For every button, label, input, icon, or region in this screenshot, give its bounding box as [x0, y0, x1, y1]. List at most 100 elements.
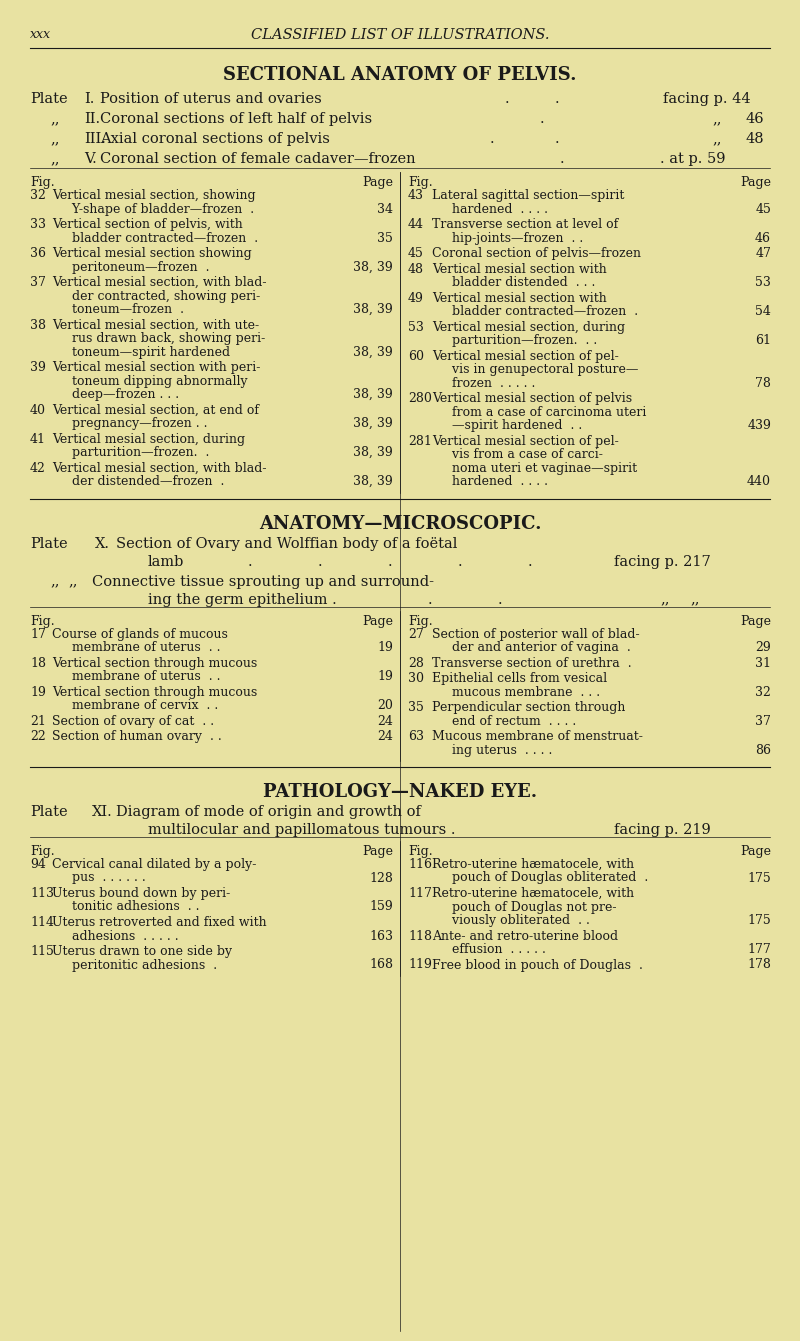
- Text: facing p. 44: facing p. 44: [663, 93, 750, 106]
- Text: Fig.: Fig.: [408, 614, 433, 628]
- Text: frozen  . . . . .: frozen . . . . .: [432, 377, 535, 389]
- Text: 41: 41: [30, 433, 46, 445]
- Text: Section of ovary of cat  . .: Section of ovary of cat . .: [52, 715, 214, 728]
- Text: effusion  . . . . .: effusion . . . . .: [432, 943, 546, 956]
- Text: Vertical mesial section showing: Vertical mesial section showing: [52, 247, 252, 260]
- Text: Fig.: Fig.: [30, 614, 54, 628]
- Text: .: .: [498, 593, 502, 606]
- Text: Vertical mesial section, with blad-: Vertical mesial section, with blad-: [52, 461, 266, 475]
- Text: bladder contracted—frozen  .: bladder contracted—frozen .: [52, 232, 258, 244]
- Text: 61: 61: [755, 334, 771, 347]
- Text: 45: 45: [408, 247, 424, 260]
- Text: ,,: ,,: [712, 131, 722, 146]
- Text: 38, 39: 38, 39: [354, 417, 393, 430]
- Text: 440: 440: [747, 475, 771, 488]
- Text: 42: 42: [30, 461, 46, 475]
- Text: Uterus drawn to one side by: Uterus drawn to one side by: [52, 945, 232, 957]
- Text: Transverse section of urethra  .: Transverse section of urethra .: [432, 657, 632, 669]
- Text: ANATOMY—MICROSCOPIC.: ANATOMY—MICROSCOPIC.: [258, 515, 542, 532]
- Text: 24: 24: [377, 730, 393, 743]
- Text: Plate: Plate: [30, 805, 68, 819]
- Text: Vertical mesial section with peri-: Vertical mesial section with peri-: [52, 361, 260, 374]
- Text: Vertical section through mucous: Vertical section through mucous: [52, 685, 258, 699]
- Text: 47: 47: [755, 247, 771, 260]
- Text: Fig.: Fig.: [30, 845, 54, 858]
- Text: 159: 159: [370, 901, 393, 913]
- Text: 24: 24: [377, 715, 393, 728]
- Text: .: .: [540, 113, 545, 126]
- Text: Fig.: Fig.: [30, 176, 54, 189]
- Text: membrane of cervix  . .: membrane of cervix . .: [52, 699, 218, 712]
- Text: .: .: [505, 93, 510, 106]
- Text: 175: 175: [747, 872, 771, 885]
- Text: Retro-uterine hæmatocele, with: Retro-uterine hæmatocele, with: [432, 886, 634, 900]
- Text: Page: Page: [740, 845, 771, 858]
- Text: 40: 40: [30, 404, 46, 417]
- Text: toneum—frozen  .: toneum—frozen .: [52, 303, 184, 316]
- Text: membrane of uterus  . .: membrane of uterus . .: [52, 641, 221, 654]
- Text: 45: 45: [755, 202, 771, 216]
- Text: Vertical mesial section, with blad-: Vertical mesial section, with blad-: [52, 276, 266, 290]
- Text: hardened  . . . .: hardened . . . .: [432, 202, 548, 216]
- Text: bladder contracted—frozen  .: bladder contracted—frozen .: [432, 304, 638, 318]
- Text: 17: 17: [30, 628, 46, 641]
- Text: Cervical canal dilated by a poly-: Cervical canal dilated by a poly-: [52, 858, 256, 872]
- Text: 35: 35: [377, 232, 393, 244]
- Text: Y-shape of bladder—frozen  .: Y-shape of bladder—frozen .: [52, 202, 254, 216]
- Text: .: .: [528, 554, 533, 569]
- Text: Vertical mesial section, during: Vertical mesial section, during: [52, 433, 245, 445]
- Text: 168: 168: [369, 959, 393, 971]
- Text: 19: 19: [377, 641, 393, 654]
- Text: lamb: lamb: [148, 554, 184, 569]
- Text: 119: 119: [408, 959, 432, 971]
- Text: 46: 46: [755, 232, 771, 244]
- Text: 63: 63: [408, 730, 424, 743]
- Text: Section of Ovary and Wolffian body of a foëtal: Section of Ovary and Wolffian body of a …: [116, 536, 458, 551]
- Text: Transverse section at level of: Transverse section at level of: [432, 219, 618, 231]
- Text: membrane of uterus  . .: membrane of uterus . .: [52, 670, 221, 683]
- Text: der contracted, showing peri-: der contracted, showing peri-: [52, 290, 260, 303]
- Text: Vertical mesial section of pelvis: Vertical mesial section of pelvis: [432, 392, 632, 405]
- Text: Page: Page: [740, 176, 771, 189]
- Text: ing uterus  . . . .: ing uterus . . . .: [432, 743, 552, 756]
- Text: der and anterior of vagina  .: der and anterior of vagina .: [432, 641, 630, 654]
- Text: Page: Page: [740, 614, 771, 628]
- Text: Lateral sagittal section—spirit: Lateral sagittal section—spirit: [432, 189, 624, 202]
- Text: ,,: ,,: [68, 574, 78, 589]
- Text: 117: 117: [408, 886, 432, 900]
- Text: 37: 37: [30, 276, 46, 290]
- Text: . at p. 59: . at p. 59: [660, 152, 726, 166]
- Text: pouch of Douglas obliterated  .: pouch of Douglas obliterated .: [432, 872, 648, 885]
- Text: Free blood in pouch of Douglas  .: Free blood in pouch of Douglas .: [432, 959, 643, 971]
- Text: CLASSIFIED LIST OF ILLUSTRATIONS.: CLASSIFIED LIST OF ILLUSTRATIONS.: [250, 28, 550, 42]
- Text: peritonitic adhesions  .: peritonitic adhesions .: [52, 959, 217, 971]
- Text: Perpendicular section through: Perpendicular section through: [432, 701, 626, 713]
- Text: Course of glands of mucous: Course of glands of mucous: [52, 628, 228, 641]
- Text: 28: 28: [408, 657, 424, 669]
- Text: 38, 39: 38, 39: [354, 447, 393, 459]
- Text: ,,: ,,: [50, 131, 59, 146]
- Text: 44: 44: [408, 219, 424, 231]
- Text: 37: 37: [755, 715, 771, 728]
- Text: 53: 53: [755, 276, 771, 290]
- Text: 22: 22: [30, 730, 46, 743]
- Text: 163: 163: [369, 929, 393, 943]
- Text: parturition—frozen.  .: parturition—frozen. .: [52, 447, 210, 459]
- Text: ,,: ,,: [50, 113, 59, 126]
- Text: Vertical section of pelvis, with: Vertical section of pelvis, with: [52, 219, 242, 231]
- Text: XI.: XI.: [92, 805, 113, 819]
- Text: hardened  . . . .: hardened . . . .: [432, 475, 548, 488]
- Text: SECTIONAL ANATOMY OF PELVIS.: SECTIONAL ANATOMY OF PELVIS.: [223, 66, 577, 84]
- Text: Diagram of mode of origin and growth of: Diagram of mode of origin and growth of: [116, 805, 421, 819]
- Text: facing p. 219: facing p. 219: [614, 823, 710, 837]
- Text: 19: 19: [377, 670, 393, 683]
- Text: 38, 39: 38, 39: [354, 475, 393, 488]
- Text: ,,: ,,: [50, 152, 59, 166]
- Text: Mucous membrane of menstruat-: Mucous membrane of menstruat-: [432, 730, 643, 743]
- Text: Axial coronal sections of pelvis: Axial coronal sections of pelvis: [100, 131, 330, 146]
- Text: 38, 39: 38, 39: [354, 346, 393, 358]
- Text: 29: 29: [755, 641, 771, 654]
- Text: Coronal sections of left half of pelvis: Coronal sections of left half of pelvis: [100, 113, 372, 126]
- Text: pouch of Douglas not pre-: pouch of Douglas not pre-: [432, 901, 617, 913]
- Text: 36: 36: [30, 247, 46, 260]
